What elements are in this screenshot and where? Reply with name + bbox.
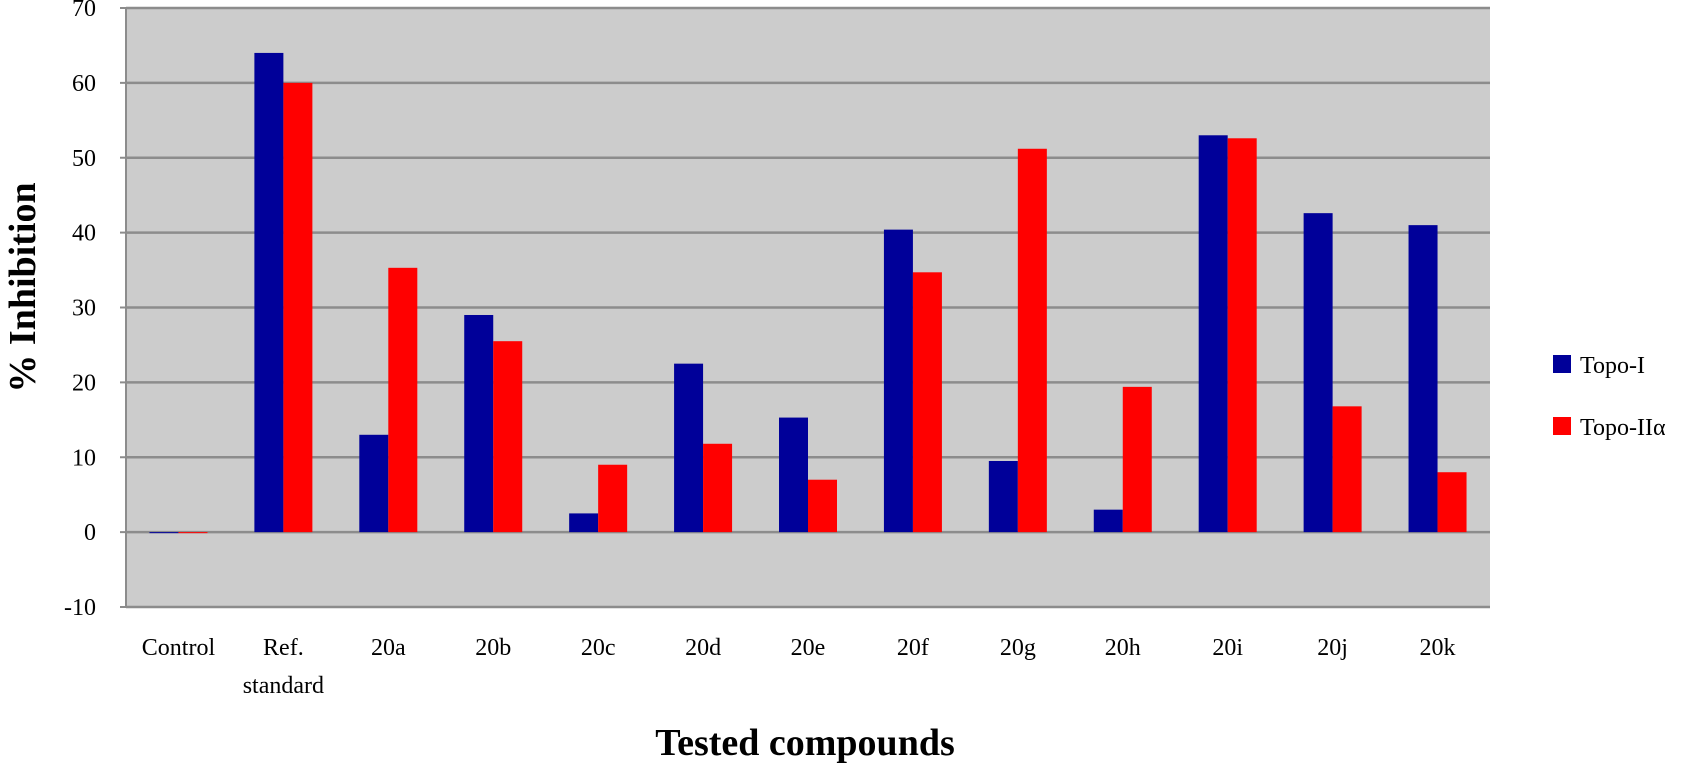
x-tick-label: 20b (475, 635, 511, 661)
bar-topo-i (988, 460, 1018, 533)
bar-topo-iia (1017, 148, 1047, 533)
x-tick-label: 20h (1105, 635, 1141, 661)
bar-topo-i (464, 314, 494, 533)
y-tick-label: 10 (72, 445, 96, 471)
bar-topo-iia (1437, 472, 1467, 533)
bar-topo-i (1303, 213, 1333, 533)
y-tick-label: 30 (72, 296, 96, 322)
bar-topo-iia (598, 464, 628, 533)
x-tick-label: 20i (1212, 635, 1243, 661)
bar-topo-iia (1122, 386, 1152, 533)
bar-topo-iia (283, 82, 313, 533)
x-axis-title: Tested compounds (655, 722, 955, 764)
bar-topo-i (1198, 135, 1228, 533)
x-tick-label: Control (142, 635, 216, 661)
legend-label: Topo-IIα (1580, 415, 1666, 441)
bar-topo-iia (493, 341, 523, 533)
bar-topo-iia (1332, 406, 1362, 533)
legend-swatch (1553, 417, 1571, 435)
x-tick-label: 20a (371, 635, 406, 661)
bars (149, 52, 1467, 534)
y-axis-title: % Inhibition (2, 182, 44, 392)
bar-topo-i (359, 434, 389, 533)
x-tick-label: standard (243, 673, 324, 699)
bar-topo-i (779, 417, 808, 533)
x-tick-label: 20k (1420, 635, 1456, 661)
bar-topo-i (149, 532, 179, 534)
x-tick-label: Ref. (263, 635, 304, 661)
y-tick-label: 60 (72, 71, 96, 97)
y-tick-label: 40 (72, 221, 96, 247)
bar-topo-iia (178, 532, 208, 534)
x-axis-ticks: Control Ref. standard 20a 20b 20c 20d 20e 20f 20g… (142, 635, 1456, 699)
x-tick-label: 20g (1000, 635, 1036, 661)
bar-topo-iia (703, 443, 733, 533)
bar-topo-iia (1227, 138, 1257, 533)
y-tick-label: 70 (72, 0, 96, 22)
x-tick-label: 20f (897, 635, 929, 661)
bar-topo-i (883, 229, 913, 533)
bar-topo-i (1093, 509, 1123, 533)
legend-swatch (1553, 355, 1571, 373)
y-tick-label: 50 (72, 146, 96, 172)
x-tick-label: 20j (1317, 635, 1348, 661)
y-tick-label: -10 (64, 595, 96, 621)
x-tick-label: 20d (685, 635, 721, 661)
bar-topo-i (254, 52, 284, 533)
bar-topo-i (674, 363, 704, 533)
bar-topo-i (1408, 225, 1438, 533)
y-axis-ticks: -10 0 10 20 30 40 50 60 70 (64, 0, 96, 621)
bar-topo-iia (808, 479, 837, 533)
bar-topo-iia (388, 267, 418, 533)
bar-topo-i (569, 513, 599, 533)
legend: Topo-I Topo-IIα (1553, 353, 1666, 441)
y-tick-label: 0 (84, 520, 96, 546)
x-tick-label: 20e (791, 635, 826, 661)
bar-topo-iia (912, 272, 942, 533)
x-tick-label: 20c (581, 635, 616, 661)
y-tick-label: 20 (72, 370, 96, 396)
legend-label: Topo-I (1580, 353, 1645, 379)
